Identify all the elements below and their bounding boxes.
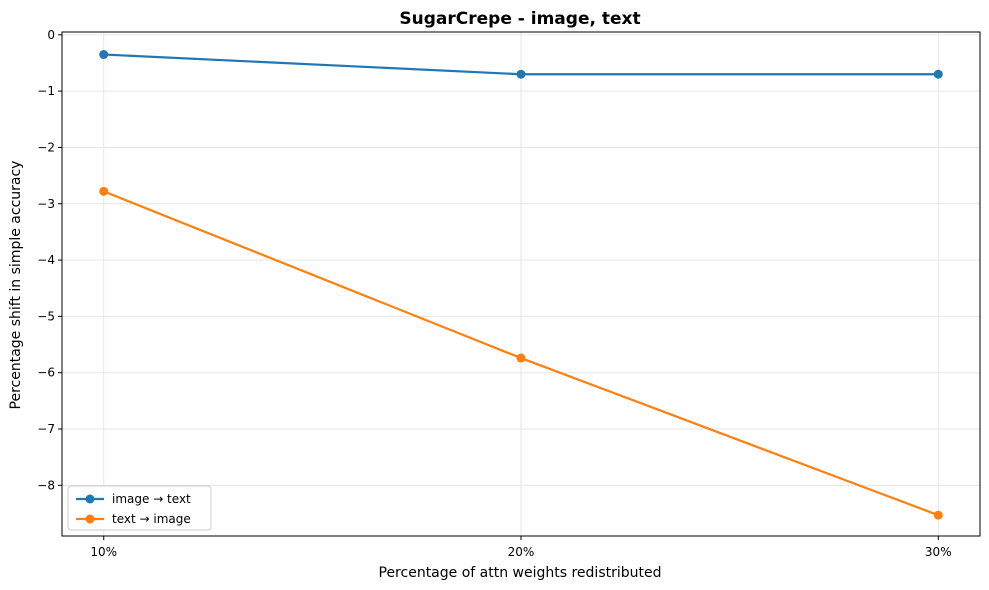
y-tick-label: −2 (37, 140, 55, 154)
data-point (933, 69, 943, 79)
legend-swatch-marker (85, 494, 95, 504)
legend-entry-label: image → text (112, 492, 191, 506)
data-point (516, 353, 526, 363)
x-tick-label: 20% (508, 545, 535, 559)
data-point (99, 50, 109, 60)
x-tick-label: 10% (90, 545, 117, 559)
grid-lines (62, 32, 980, 536)
series-group (99, 50, 943, 520)
legend-swatch-marker (85, 514, 95, 524)
y-axis-label: Percentage shift in simple accuracy (8, 161, 24, 410)
legend-entry-label: text → image (112, 512, 191, 526)
y-tick-label: −5 (37, 309, 55, 323)
y-tick-label: −4 (37, 253, 55, 267)
data-point (516, 69, 526, 79)
y-tick-label: −3 (37, 197, 55, 211)
data-point (933, 510, 943, 520)
data-point (99, 186, 109, 196)
y-tick-label: −8 (37, 478, 55, 492)
y-tick-label: −1 (37, 84, 55, 98)
legend: image → text text → image (67, 485, 212, 531)
axis-ticks: 0 −1 −2 −3 −4 −5 −6 −7 −8 10% 20% 30% (37, 28, 951, 559)
x-tick-label: 30% (925, 545, 952, 559)
chart-title: SugarCrepe - image, text (399, 9, 640, 29)
y-tick-label: −6 (37, 366, 55, 380)
y-tick-label: −7 (37, 422, 55, 436)
x-axis-label: Percentage of attn weights redistributed (379, 565, 662, 581)
y-tick-label: 0 (47, 28, 55, 42)
